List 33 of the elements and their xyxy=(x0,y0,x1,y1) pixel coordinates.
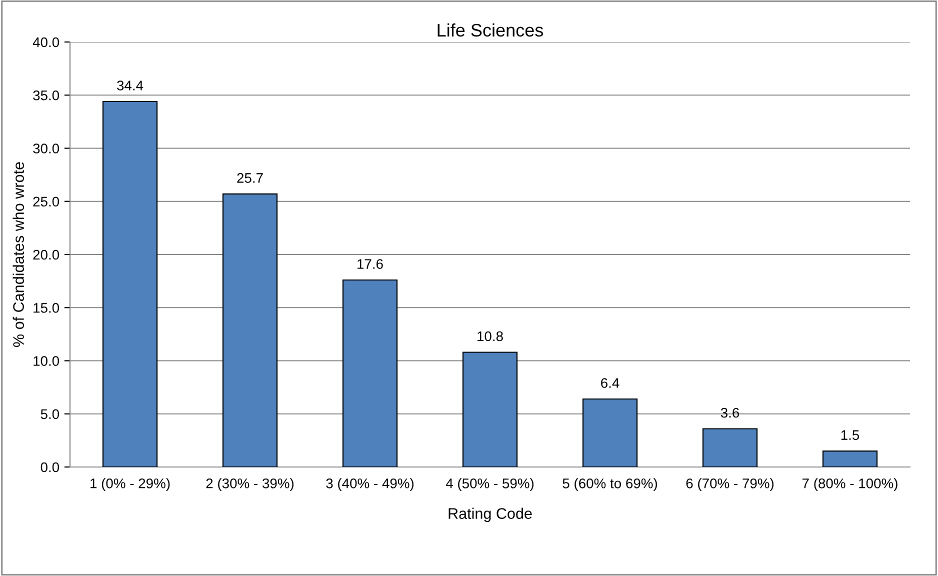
x-tick-label: 5 (60% to 69%) xyxy=(562,478,658,492)
data-label: 17.6 xyxy=(358,259,383,269)
data-label: 34.4 xyxy=(117,80,144,90)
x-tick-label: 6 (70% - 79%) xyxy=(686,478,774,492)
y-tick-label: 40.0 xyxy=(32,37,60,48)
x-tick-label: 7 (80% - 100%) xyxy=(802,478,898,492)
y-tick-label: 20.0 xyxy=(33,250,60,260)
bar xyxy=(102,100,158,467)
data-label: 1.5 xyxy=(841,430,860,440)
y-axis-title: % of Candidates who wrote xyxy=(12,162,24,347)
x-tick-label: 1 (0% - 29%) xyxy=(90,478,170,492)
y-tick-label: 15.0 xyxy=(34,302,60,313)
bar xyxy=(822,450,878,467)
data-label: 25.7 xyxy=(237,173,263,183)
x-tick-label: 3 (40% - 49%) xyxy=(326,478,414,492)
data-label: 3.6 xyxy=(720,408,740,418)
chart-title: Life Sciences xyxy=(438,23,544,37)
y-tick-label: 5.0 xyxy=(40,409,60,420)
y-tick-label: 30.0 xyxy=(33,144,60,154)
y-tick-label: 25.0 xyxy=(33,196,60,207)
x-tick-label: 4 (50% - 59%) xyxy=(446,478,534,492)
bar xyxy=(222,193,278,467)
bar xyxy=(702,428,758,467)
data-label: 10.8 xyxy=(478,331,503,342)
data-label: 6.4 xyxy=(601,378,620,388)
y-tick-label: 10.0 xyxy=(34,356,60,366)
y-tick-label: 0.0 xyxy=(40,462,60,472)
bar xyxy=(462,352,518,467)
bar xyxy=(342,279,398,467)
y-tick-label: 35.0 xyxy=(33,90,60,100)
x-axis-title: Rating Code xyxy=(448,508,532,522)
x-tick-label: 2 (30% - 39%) xyxy=(206,478,294,492)
bar xyxy=(582,398,638,467)
